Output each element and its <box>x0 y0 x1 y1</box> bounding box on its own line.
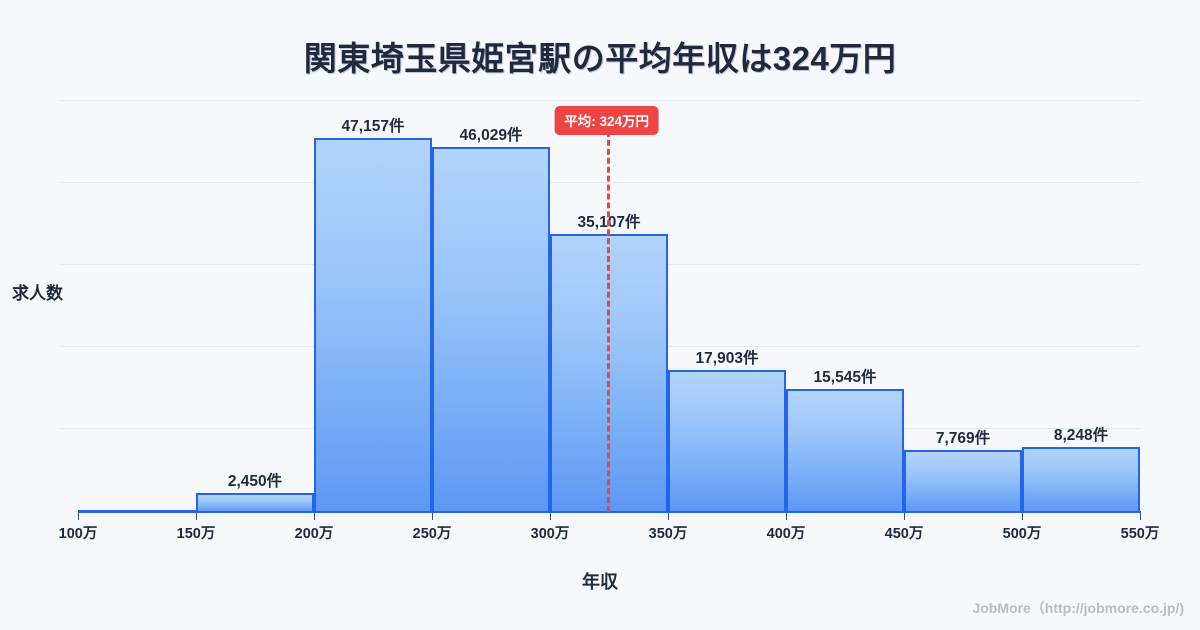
x-axis-tick <box>786 511 787 520</box>
mean-line <box>606 131 610 512</box>
x-axis-tick-label: 550万 <box>1120 526 1160 542</box>
x-axis-tick-label: 350万 <box>648 526 688 542</box>
x-axis-tick-label: 250万 <box>412 526 452 542</box>
bar[interactable] <box>668 370 786 512</box>
x-axis-tick <box>550 511 551 520</box>
x-axis-tick <box>904 511 905 520</box>
x-axis-tick <box>432 511 433 520</box>
bar[interactable] <box>314 138 432 512</box>
bar-value-label: 8,248件 <box>1053 426 1109 444</box>
bar-value-label: 17,903件 <box>695 350 759 368</box>
x-axis-tick-label: 400万 <box>766 526 806 542</box>
bar-value-label: 15,545件 <box>813 368 877 386</box>
x-axis-tick <box>1022 511 1023 520</box>
bar[interactable] <box>196 492 314 512</box>
bar-value-label: 46,029件 <box>459 127 523 145</box>
mean-badge: 平均: 324万円 <box>554 106 660 135</box>
x-axis-tick <box>196 511 197 520</box>
x-axis-tick <box>1140 511 1141 520</box>
bar-value-label: 47,157件 <box>341 118 405 136</box>
bar-value-label: 7,769件 <box>935 430 991 448</box>
bar-series: 2,450件 47,157件 46,029件 35,107件 17,903件 15,545… <box>78 100 1140 512</box>
plot-area: 2,450件 47,157件 46,029件 35,107件 17,903件 15,545… <box>60 100 1140 512</box>
x-axis-tick-label: 450万 <box>884 526 924 542</box>
chart-title: 関東埼玉県姫宮駅の平均年収は324万円 <box>303 40 897 77</box>
bar-value-label: 2,450件 <box>227 472 283 490</box>
x-axis-title: 年収 <box>582 572 618 592</box>
x-axis-tick <box>78 511 79 520</box>
x-axis-tick <box>314 511 315 520</box>
footer-credit: JobMore（http://jobmore.co.jp/) <box>972 600 1184 616</box>
x-axis-line <box>78 511 1140 513</box>
x-axis-tick-label: 150万 <box>176 526 216 542</box>
x-axis-tick <box>668 511 669 520</box>
x-axis-tick-label: 500万 <box>1002 526 1042 542</box>
bar[interactable] <box>786 388 904 512</box>
bar[interactable] <box>904 450 1022 512</box>
x-axis-tick-label: 300万 <box>530 526 570 542</box>
bar[interactable] <box>1022 446 1140 512</box>
bar[interactable] <box>432 147 550 512</box>
y-axis-title: 求人数 <box>12 284 63 303</box>
x-axis-tick-label: 100万 <box>58 526 98 542</box>
x-axis-tick-label: 200万 <box>294 526 334 542</box>
